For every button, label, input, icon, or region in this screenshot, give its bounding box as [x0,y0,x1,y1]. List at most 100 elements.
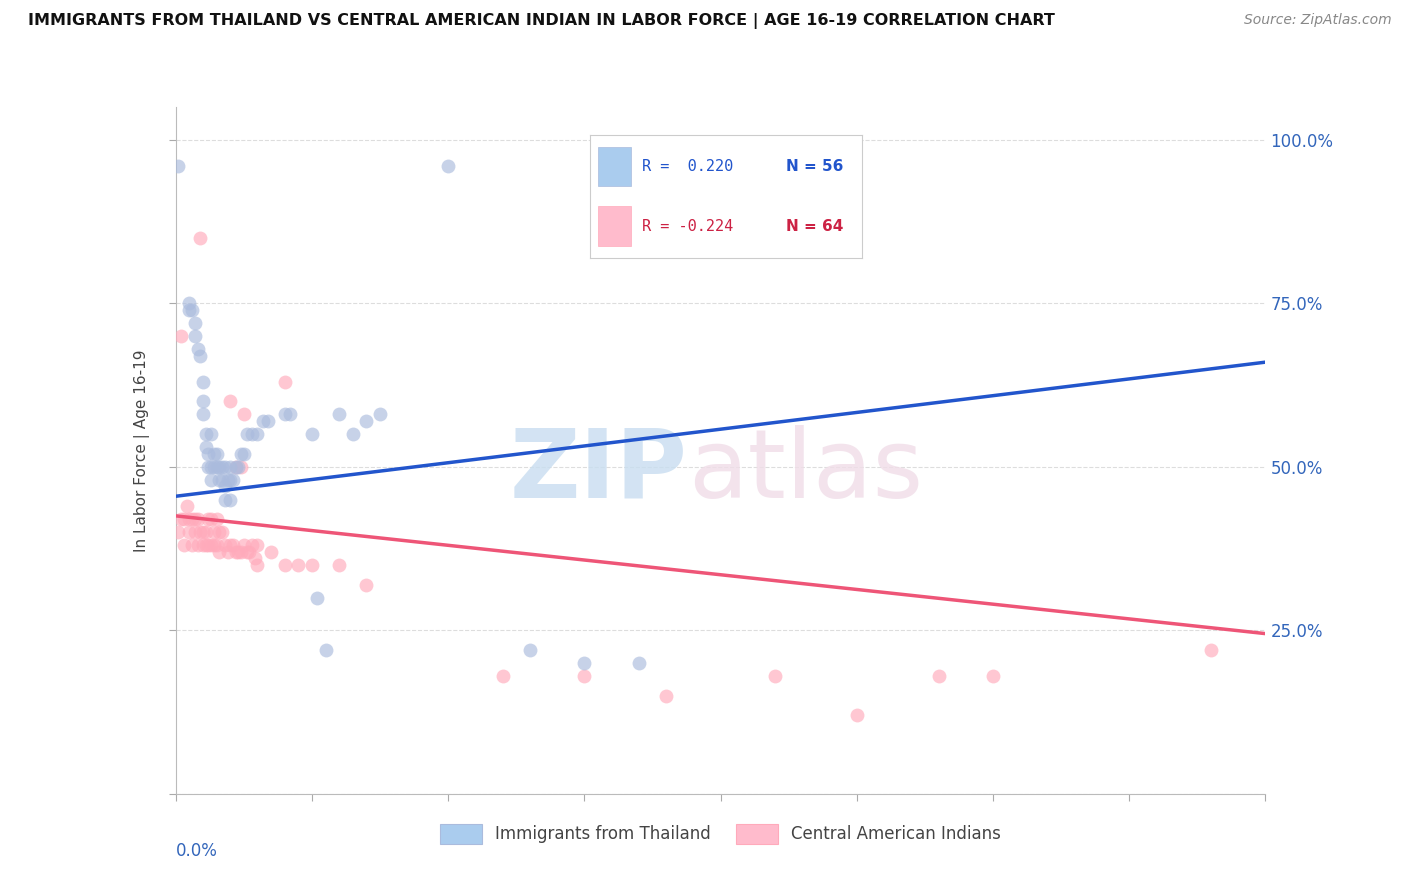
Point [222,538,245,552]
Point [186,512,209,526]
Point [260,545,283,559]
Point [519,643,541,657]
Point [214,538,236,552]
Point [179,296,201,310]
Point [222,473,245,487]
Point [194,538,217,552]
Point [200,538,222,552]
Point [200,427,222,442]
Point [197,538,219,552]
Point [278,408,301,422]
Point [368,408,391,422]
Point [194,525,217,540]
Point [176,499,198,513]
Point [246,538,269,552]
Text: ZIP: ZIP [510,425,688,517]
Point [191,375,214,389]
Point [328,558,350,572]
Point [208,525,231,540]
Point [194,427,217,442]
Point [225,545,247,559]
Point [184,316,207,330]
Point [228,459,250,474]
Text: 0.0%: 0.0% [176,842,218,860]
Point [231,545,253,559]
Y-axis label: In Labor Force | Age 16-19: In Labor Force | Age 16-19 [134,349,150,552]
Point [287,558,309,572]
Point [191,538,214,552]
Point [232,408,254,422]
Point [240,538,263,552]
Point [655,689,678,703]
Point [197,512,219,526]
Point [492,669,515,683]
Point [214,479,236,493]
Point [205,512,228,526]
Point [170,512,193,526]
Point [274,408,297,422]
Point [184,525,207,540]
Point [845,708,868,723]
Point [173,512,195,526]
Point [170,329,193,343]
Point [307,591,329,605]
Point [205,459,228,474]
Point [188,231,211,245]
Point [186,538,209,552]
Point [235,427,257,442]
Point [219,538,242,552]
Point [238,545,260,559]
Point [257,414,280,428]
Point [235,545,257,559]
Point [205,538,228,552]
Point [1199,643,1222,657]
Point [205,447,228,461]
Point [208,545,231,559]
Point [342,427,364,442]
Point [208,459,231,474]
Point [184,512,207,526]
Text: Source: ZipAtlas.com: Source: ZipAtlas.com [1244,13,1392,28]
Point [181,302,204,317]
Point [981,669,1004,683]
Point [246,558,269,572]
Point [194,440,217,454]
Point [188,349,211,363]
Point [240,427,263,442]
Point [763,669,786,683]
Point [184,329,207,343]
Legend: Immigrants from Thailand, Central American Indians: Immigrants from Thailand, Central Americ… [433,817,1008,851]
Point [217,545,239,559]
Point [202,525,225,540]
Point [301,427,323,442]
Point [437,159,460,173]
Point [173,538,195,552]
Point [243,551,266,566]
Point [200,459,222,474]
Point [191,525,214,540]
Point [200,473,222,487]
Point [356,577,378,591]
Point [225,459,247,474]
Point [217,473,239,487]
Point [219,473,242,487]
Point [246,427,269,442]
Point [219,394,242,409]
Point [211,525,233,540]
Point [211,473,233,487]
Point [214,459,236,474]
Point [232,447,254,461]
Point [188,525,211,540]
Point [179,302,201,317]
Point [191,394,214,409]
Point [179,525,201,540]
Point [574,656,596,670]
Point [315,643,337,657]
Text: atlas: atlas [688,425,922,517]
Point [202,447,225,461]
Point [627,656,650,670]
Point [179,512,201,526]
Point [197,459,219,474]
Point [928,669,950,683]
Point [181,512,204,526]
